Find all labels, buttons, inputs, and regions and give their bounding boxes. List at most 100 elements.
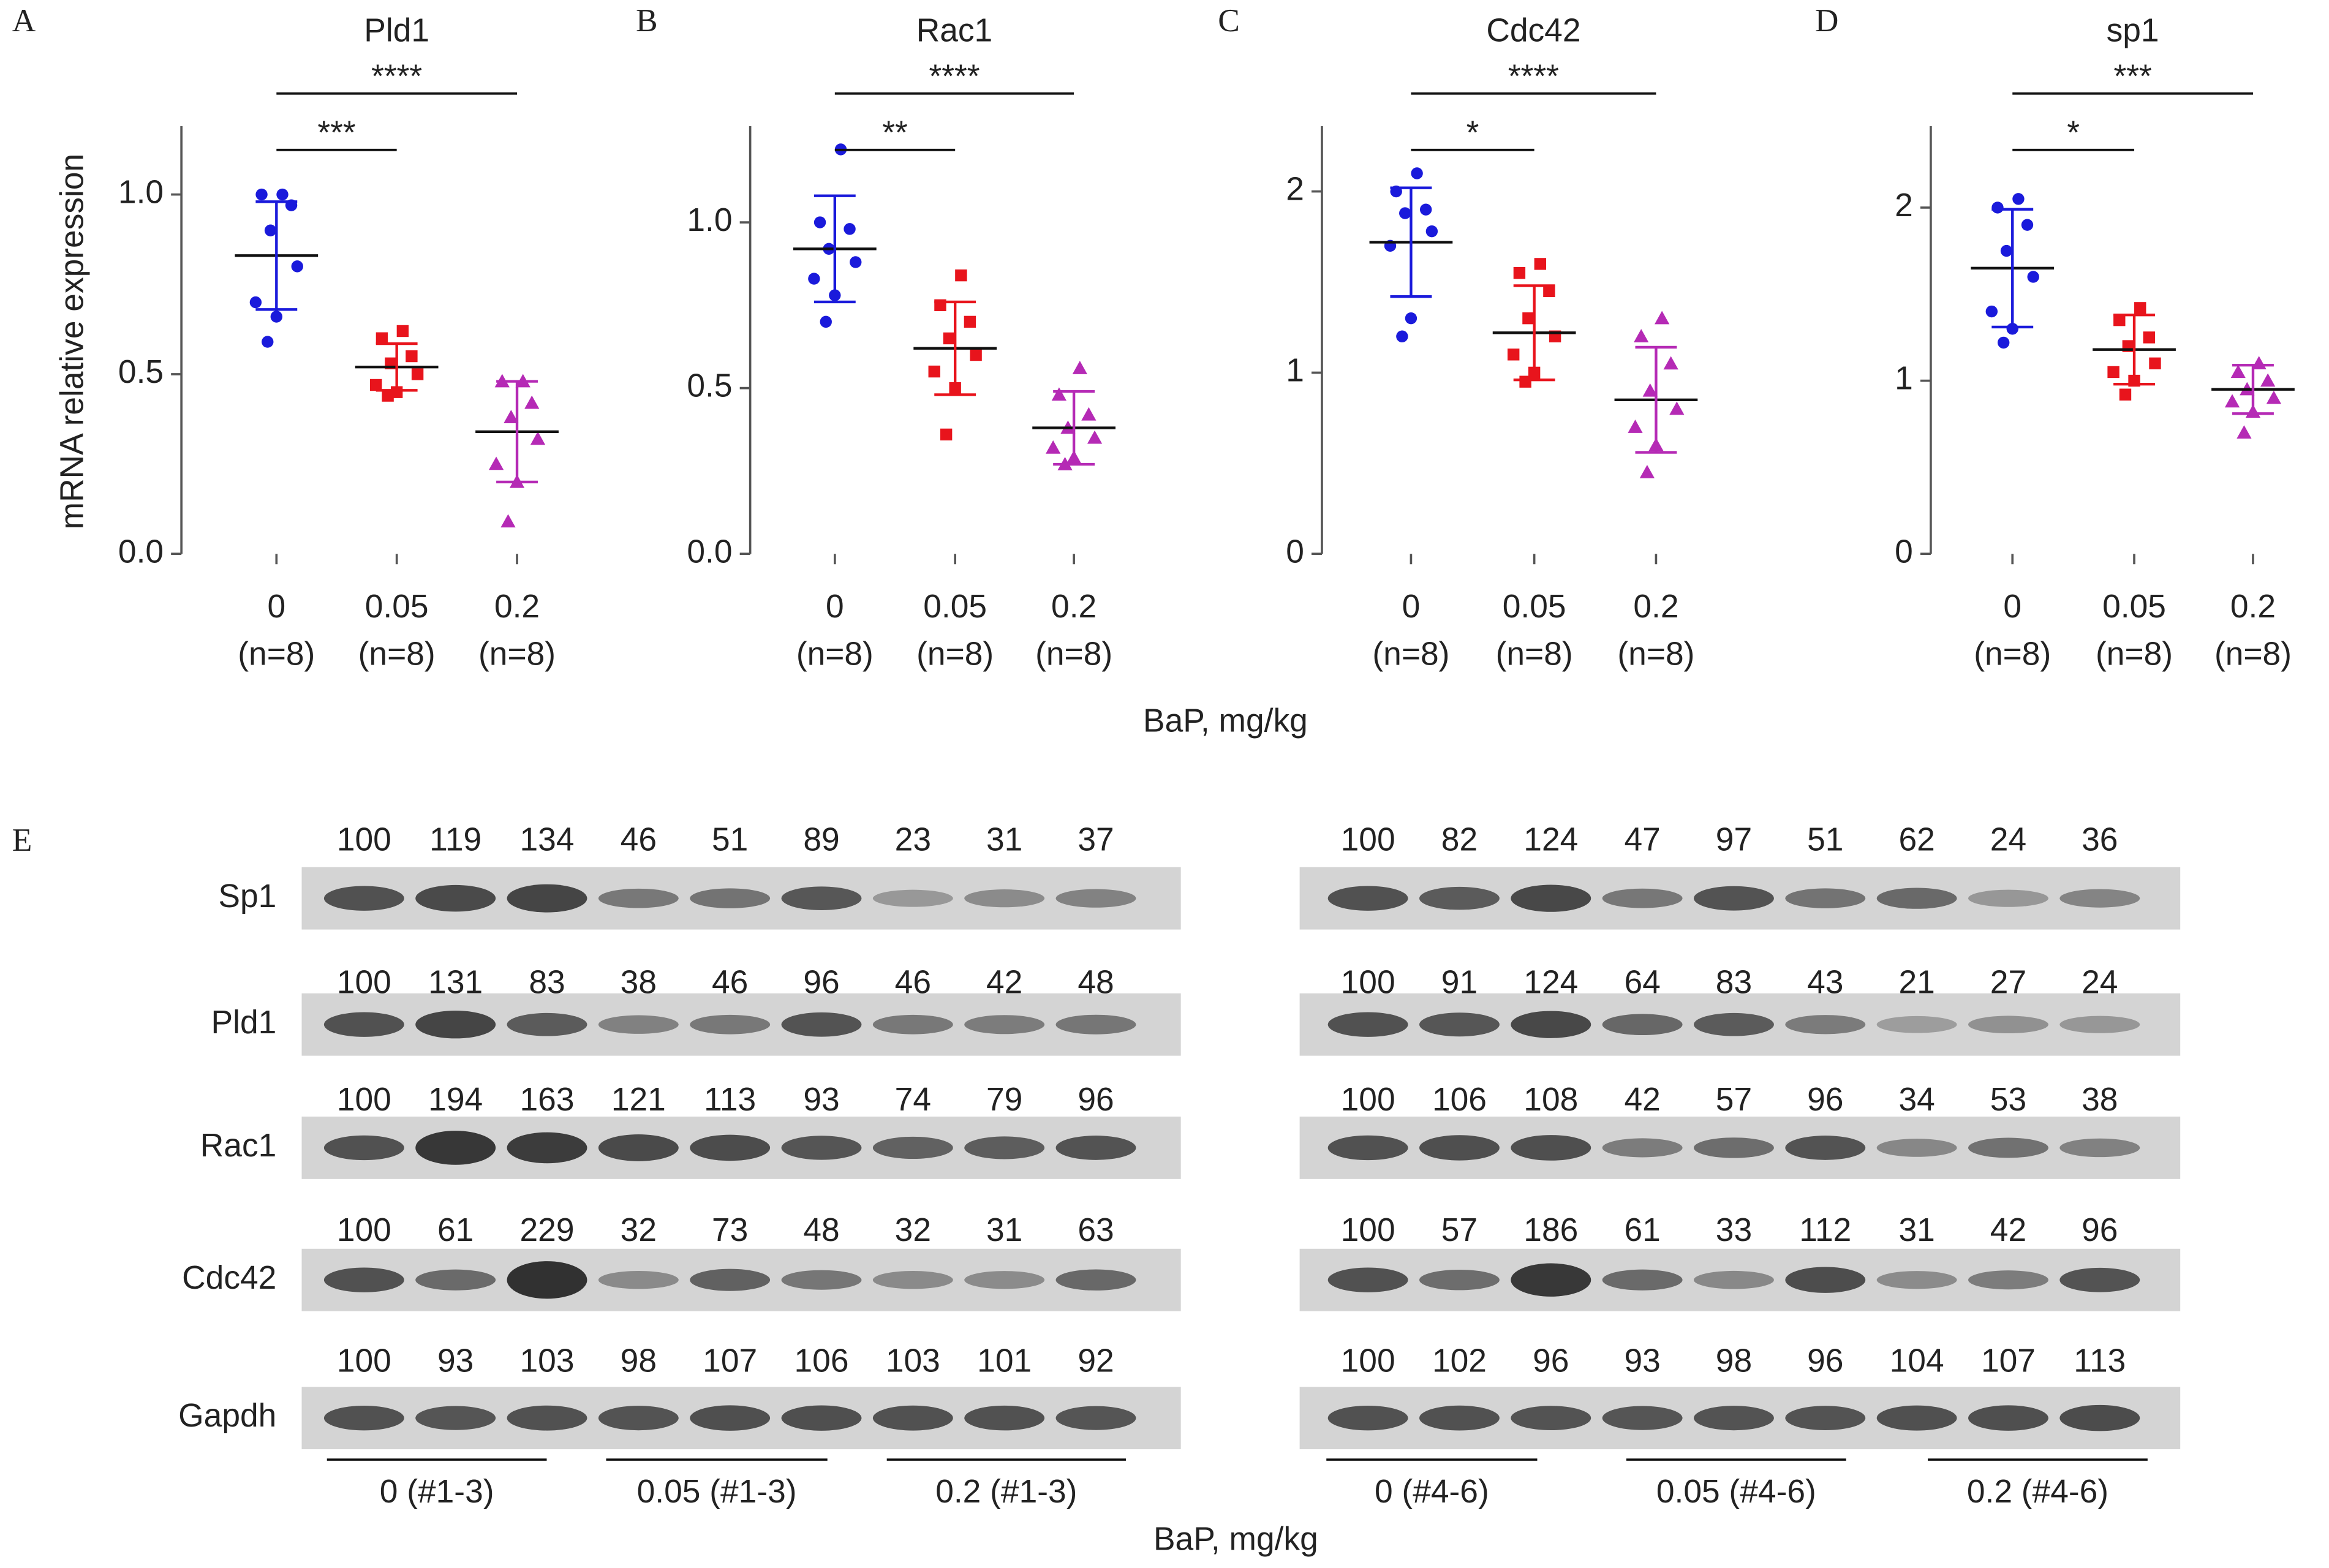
band	[1055, 1269, 1136, 1291]
band-value: 57	[1441, 1212, 1478, 1248]
band	[1419, 1135, 1500, 1161]
band	[507, 1132, 587, 1164]
band	[1694, 1137, 1774, 1158]
band-value: 31	[986, 822, 1022, 858]
band	[1419, 1012, 1500, 1037]
band-value: 51	[712, 822, 748, 858]
point	[808, 273, 820, 285]
band-value: 79	[986, 1082, 1022, 1118]
sd-bar	[813, 194, 856, 304]
band	[1694, 1270, 1774, 1289]
band	[1968, 1405, 2048, 1431]
band	[1055, 1136, 1136, 1160]
band	[415, 1269, 496, 1291]
point	[1508, 349, 1520, 361]
point	[382, 390, 394, 402]
sd-bar	[376, 342, 418, 392]
point	[844, 223, 856, 235]
band-value: 73	[712, 1212, 748, 1248]
band-value: 121	[611, 1082, 666, 1118]
band-value: 89	[803, 822, 839, 858]
band	[415, 1011, 496, 1039]
band-value: 57	[1716, 1082, 1752, 1118]
band	[415, 884, 496, 912]
sd-bar	[1991, 208, 2034, 329]
point	[1051, 387, 1066, 401]
group-label: 0.05 (#1-3)	[637, 1474, 797, 1510]
band-value: 62	[1898, 822, 1935, 858]
point	[504, 410, 519, 423]
sd-bar	[1390, 186, 1432, 298]
y-tick-label: 0.5	[118, 354, 164, 390]
y-tick-label: 0	[1286, 533, 1304, 570]
y-tick-label: 1	[1895, 361, 1913, 397]
point	[2149, 357, 2161, 370]
band-value: 107	[703, 1343, 757, 1379]
point	[1411, 167, 1423, 179]
x-tick-label: 0.2	[1051, 589, 1097, 625]
band	[1876, 1271, 1957, 1289]
point	[376, 332, 388, 344]
band-value: 33	[1716, 1212, 1752, 1248]
band-value: 48	[803, 1212, 839, 1248]
band	[781, 1136, 862, 1160]
band-value: 74	[895, 1082, 931, 1118]
point	[406, 350, 418, 363]
band-value: 91	[1441, 964, 1478, 1000]
y-tick-label: 2	[1286, 172, 1304, 208]
point	[2107, 366, 2120, 379]
band-value: 27	[1990, 964, 2026, 1000]
point	[1519, 375, 1531, 388]
band	[1327, 1405, 1408, 1431]
band	[2059, 889, 2140, 908]
band-value: 124	[1523, 964, 1578, 1000]
sd-bar	[255, 200, 298, 311]
band	[1419, 1269, 1500, 1291]
point	[2260, 373, 2276, 387]
significance-label: *	[1466, 115, 1479, 151]
significance-label: ****	[371, 59, 422, 95]
band	[690, 1134, 771, 1161]
band-value: 100	[1341, 822, 1395, 858]
band-value: 103	[886, 1343, 940, 1379]
band	[964, 1405, 1045, 1431]
band-value: 103	[520, 1343, 575, 1379]
y-tick-label: 1	[1286, 352, 1304, 388]
band-value: 186	[1523, 1212, 1578, 1248]
band	[1055, 889, 1136, 908]
group-label: 0 (#1-3)	[380, 1474, 494, 1510]
group-label: 0.2 (#4-6)	[1967, 1474, 2108, 1510]
x-tick-label: 0	[1402, 589, 1421, 625]
point	[2224, 394, 2240, 408]
band	[1327, 1267, 1408, 1292]
n-label: (n=8)	[1372, 636, 1449, 673]
band-value: 100	[337, 1343, 391, 1379]
band	[1876, 1016, 1957, 1033]
point	[1642, 383, 1658, 397]
significance-label: **	[882, 115, 908, 151]
band	[415, 1406, 496, 1430]
band-value: 98	[1716, 1343, 1752, 1379]
band	[598, 888, 679, 908]
band-value: 100	[337, 1082, 391, 1118]
point	[1081, 407, 1097, 421]
band-value: 96	[803, 964, 839, 1000]
band	[781, 1405, 862, 1431]
sd-bar	[1513, 284, 1555, 382]
band-value: 63	[1078, 1212, 1114, 1248]
band-value: 107	[1981, 1343, 2036, 1379]
band	[1602, 1269, 1683, 1291]
band-value: 100	[337, 822, 391, 858]
band	[1602, 1138, 1683, 1158]
significance-label: ****	[1508, 59, 1559, 95]
point	[276, 188, 289, 201]
point	[2012, 193, 2025, 205]
point	[1399, 207, 1411, 219]
point	[488, 456, 504, 470]
band	[1785, 1267, 1866, 1293]
band	[1968, 1270, 2048, 1290]
x-tick-label: 0	[267, 589, 285, 625]
band-value: 47	[1624, 822, 1660, 858]
band	[1968, 1137, 2048, 1158]
band-value: 100	[1341, 1212, 1395, 1248]
